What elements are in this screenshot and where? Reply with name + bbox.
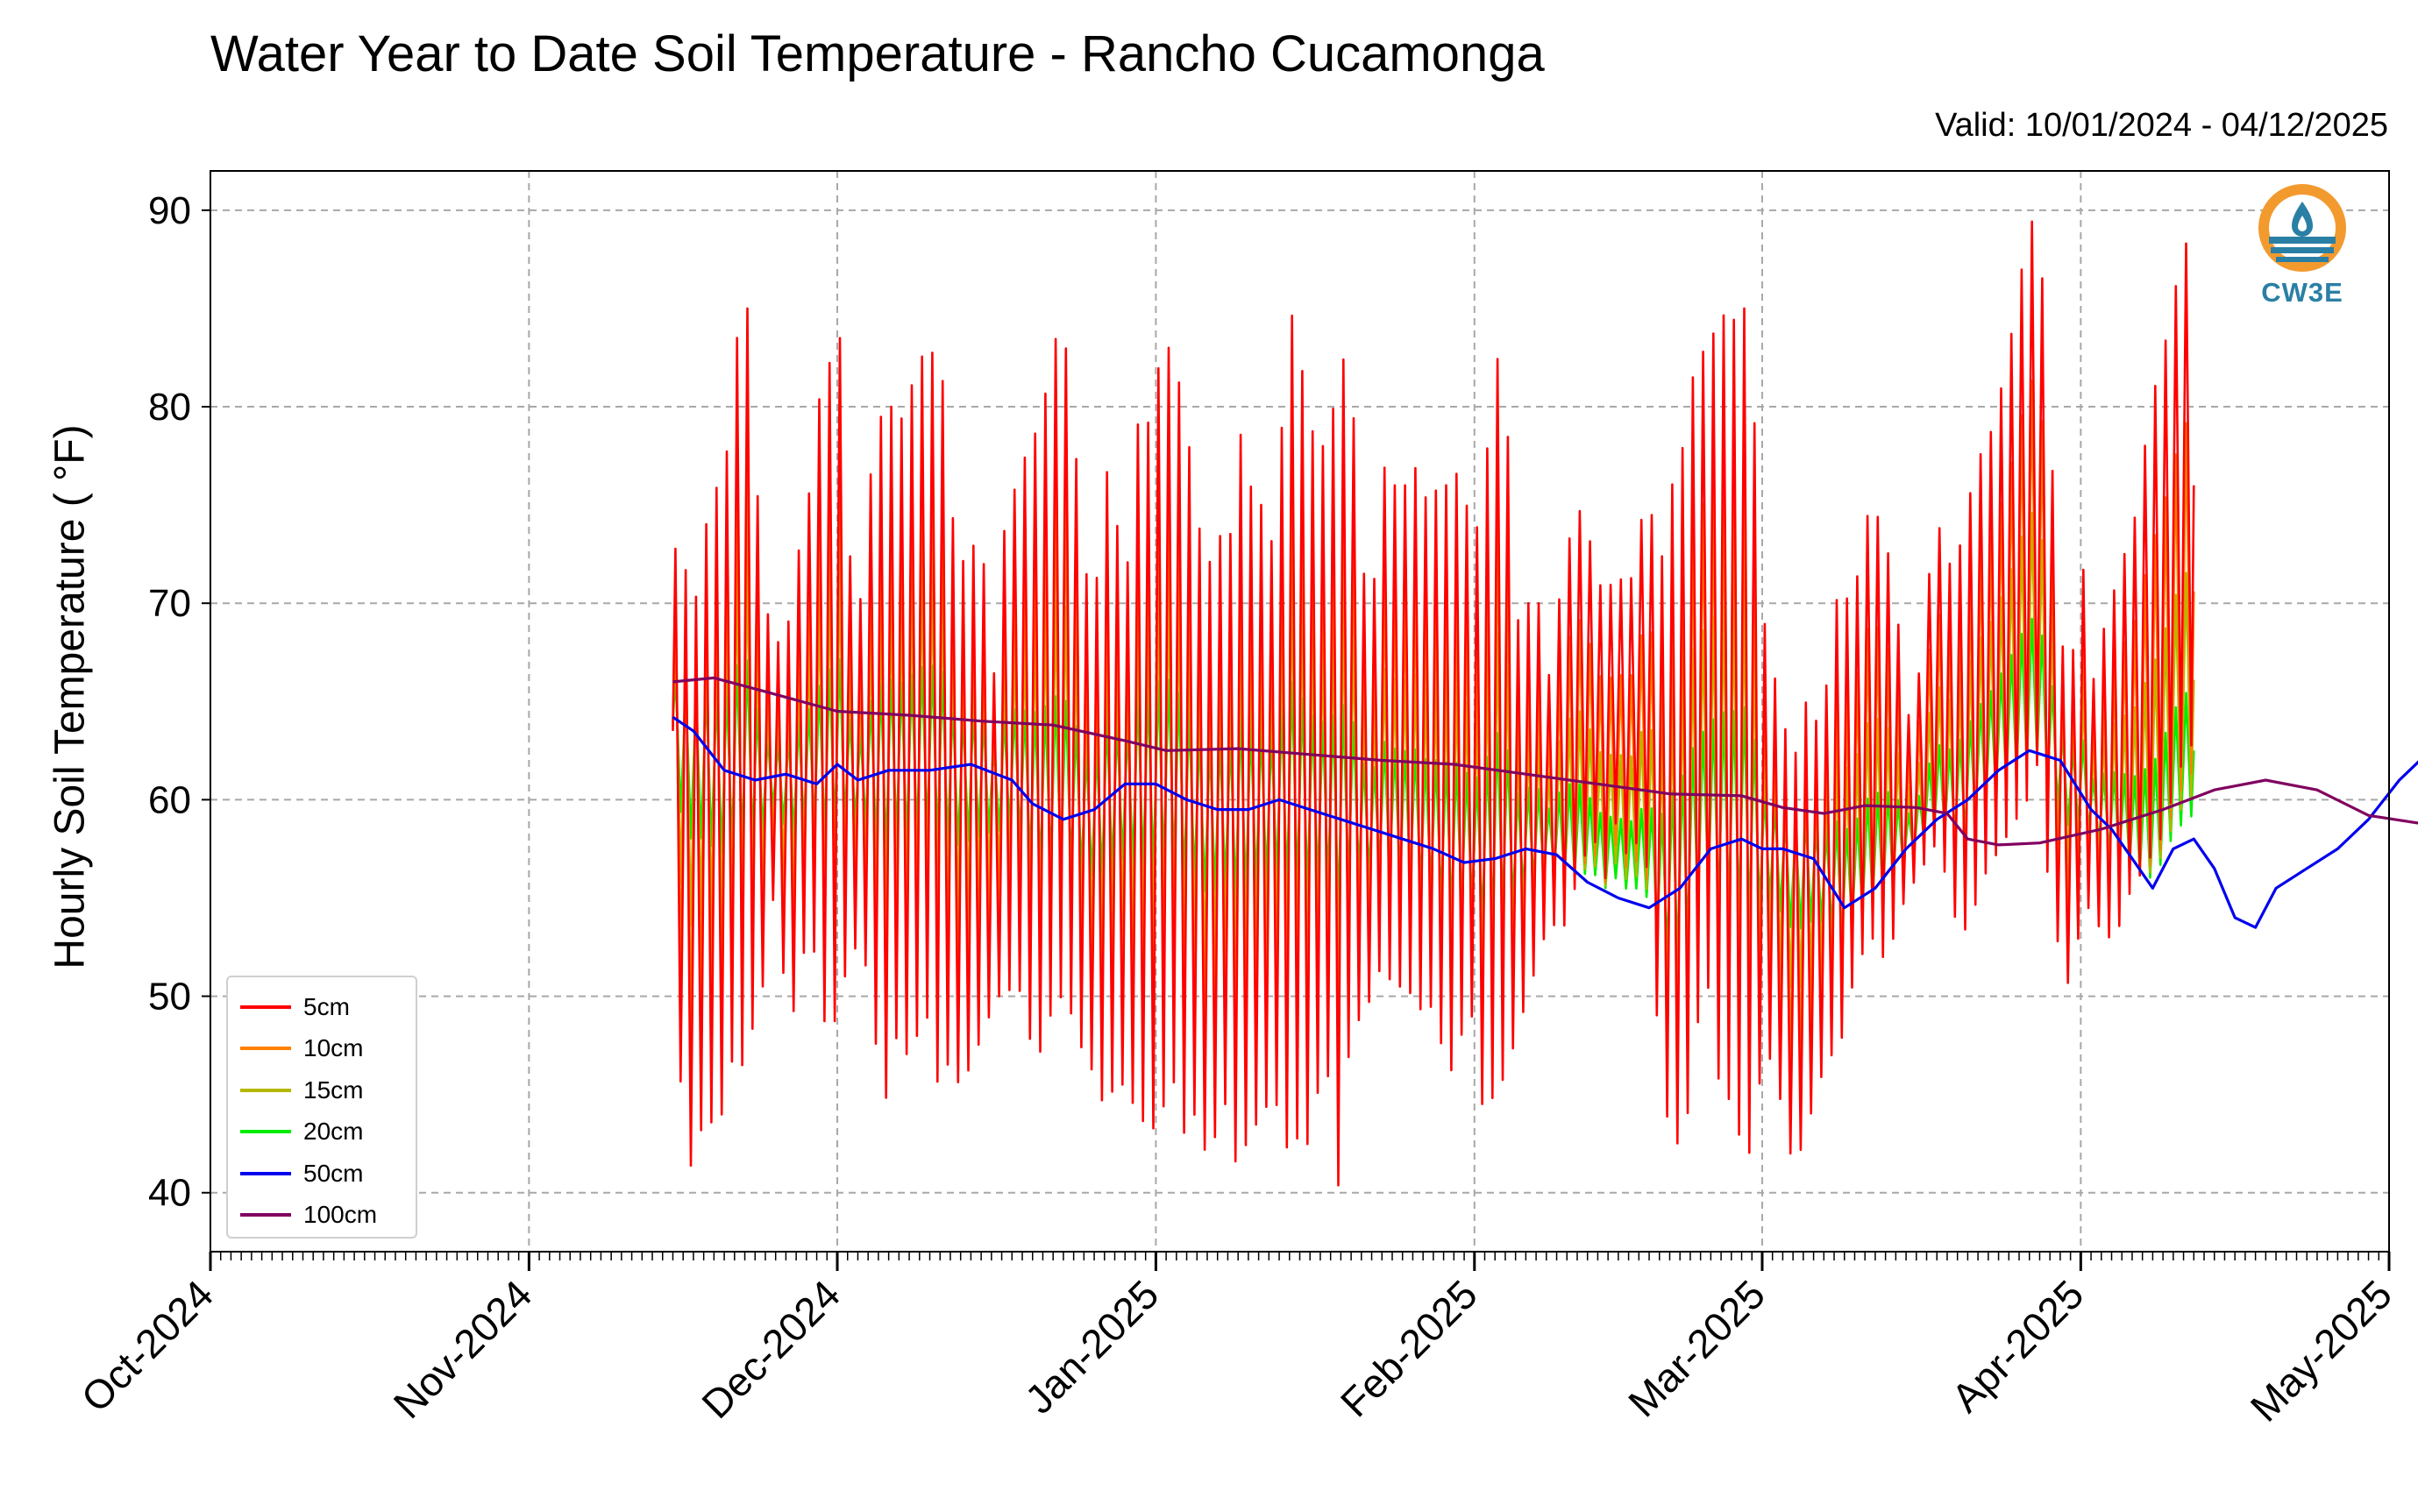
- legend-swatch: [240, 1004, 291, 1009]
- y-tick-label: 60: [148, 778, 191, 821]
- valid-date-range: Valid: 10/01/2024 - 04/12/2025: [1935, 107, 2388, 144]
- x-tick-label: Feb-2025: [1332, 1271, 1486, 1425]
- legend-item-5cm[interactable]: 5cm: [228, 986, 416, 1028]
- x-tick-label: Oct-2024: [73, 1271, 223, 1421]
- legend-item-15cm[interactable]: 15cm: [228, 1069, 416, 1111]
- cw3e-logo: CW3E: [2250, 182, 2355, 314]
- y-tick-label: 90: [148, 189, 191, 232]
- series-line-100cm: [672, 676, 2418, 847]
- x-tick-label: Jan-2025: [1016, 1271, 1167, 1422]
- y-tick-label: 40: [148, 1172, 191, 1215]
- cw3e-logo-icon: [2258, 184, 2346, 272]
- series-layer: [672, 220, 2418, 1187]
- legend-swatch: [240, 1171, 291, 1175]
- legend-item-50cm[interactable]: 50cm: [228, 1153, 416, 1195]
- legend[interactable]: 5cm 10cm 15cm 20cm 50cm 100cm: [226, 976, 417, 1239]
- y-tick-label: 70: [148, 582, 191, 625]
- x-tick-label: Apr-2025: [1943, 1271, 2093, 1421]
- x-tick-label: Mar-2025: [1619, 1271, 1774, 1425]
- legend-swatch: [240, 1047, 291, 1051]
- legend-label: 50cm: [303, 1159, 364, 1187]
- y-tick-label: 50: [148, 976, 191, 1019]
- x-tick-label: May-2025: [2242, 1271, 2400, 1430]
- series-line-50cm: [672, 715, 2418, 929]
- legend-label: 15cm: [303, 1075, 364, 1104]
- legend-label: 20cm: [303, 1118, 364, 1146]
- legend-swatch: [240, 1088, 291, 1092]
- legend-item-10cm[interactable]: 10cm: [228, 1028, 416, 1070]
- legend-label: 10cm: [303, 1034, 364, 1062]
- x-tick-label: Dec-2024: [693, 1271, 849, 1427]
- legend-swatch: [240, 1213, 291, 1217]
- chart-title: Water Year to Date Soil Temperature - Ra…: [210, 25, 1545, 82]
- x-tick-label: Nov-2024: [385, 1271, 541, 1427]
- legend-label: 5cm: [303, 992, 350, 1020]
- logo-text: CW3E: [2261, 277, 2343, 308]
- legend-item-100cm[interactable]: 100cm: [228, 1195, 416, 1237]
- series-line-5cm: [672, 220, 2195, 1187]
- legend-label: 100cm: [303, 1201, 378, 1229]
- y-tick-label: 80: [148, 386, 191, 429]
- legend-item-20cm[interactable]: 20cm: [228, 1111, 416, 1154]
- legend-swatch: [240, 1130, 291, 1134]
